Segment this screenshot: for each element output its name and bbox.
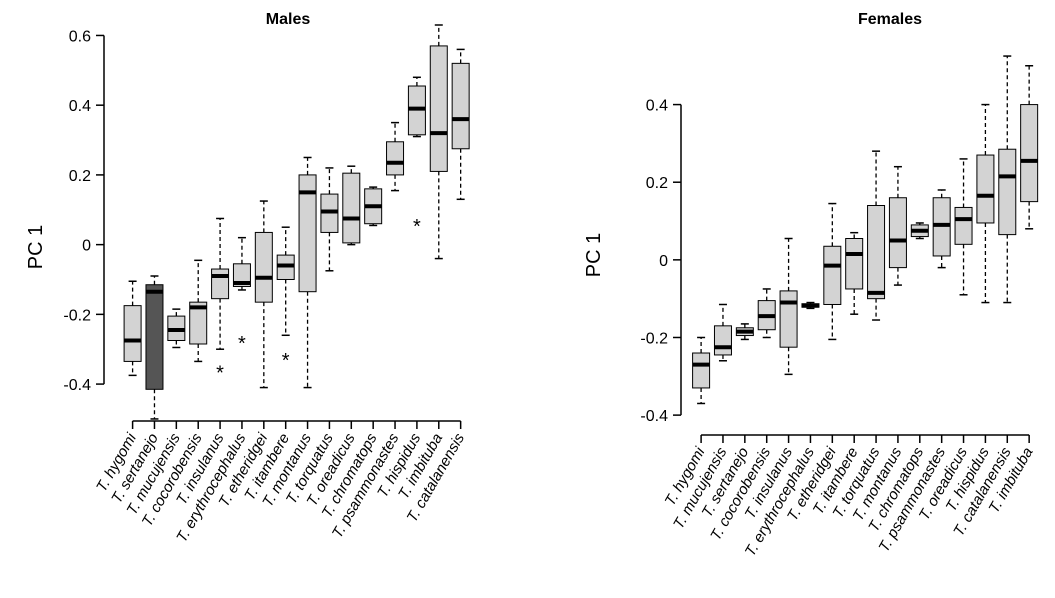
males-title: Males (266, 11, 311, 28)
males-outlier-marker: * (216, 362, 224, 384)
females-box (823, 245, 842, 305)
males-outlier-marker: * (282, 350, 290, 372)
males-y-tick-label: 0.6 (69, 28, 91, 45)
females-y-tick-label: 0.2 (646, 175, 668, 192)
males-y-tick-label: -0.4 (63, 377, 91, 394)
males-outlier-marker: * (413, 216, 421, 238)
females-box (779, 290, 798, 348)
males-box (298, 174, 317, 293)
females-y-tick-label: -0.4 (640, 408, 668, 425)
males-box (254, 231, 273, 303)
males-box (189, 301, 208, 345)
males-outlier-marker: * (238, 333, 246, 355)
females-y-tick-label: 0 (659, 253, 668, 270)
males-box (429, 45, 448, 172)
females-box (713, 325, 732, 356)
females-box (867, 205, 886, 300)
males-box (451, 62, 470, 150)
males-y-tick-label: 0.4 (69, 98, 91, 115)
females-title: Females (858, 11, 922, 28)
males-y-tick-label: 0.2 (69, 168, 91, 185)
females-box (976, 154, 995, 224)
females-y-axis-label: PC 1 (583, 233, 605, 277)
males-box (211, 268, 230, 300)
males-box (232, 263, 251, 287)
females-box (954, 206, 973, 245)
females-box (1020, 104, 1039, 203)
females-y-tick-label: -0.2 (640, 330, 668, 347)
females-box (888, 197, 907, 269)
males-y-tick-label: 0 (82, 238, 91, 255)
males-box (342, 172, 361, 244)
males-y-axis-label: PC 1 (25, 225, 47, 269)
females-box (998, 148, 1017, 236)
females-box (845, 238, 864, 290)
females-y-tick-label: 0.4 (646, 98, 668, 115)
males-box (145, 284, 164, 390)
males-y-tick-label: -0.2 (63, 307, 91, 324)
males-box (386, 141, 405, 176)
males-box (123, 305, 142, 362)
females-box (692, 352, 711, 389)
